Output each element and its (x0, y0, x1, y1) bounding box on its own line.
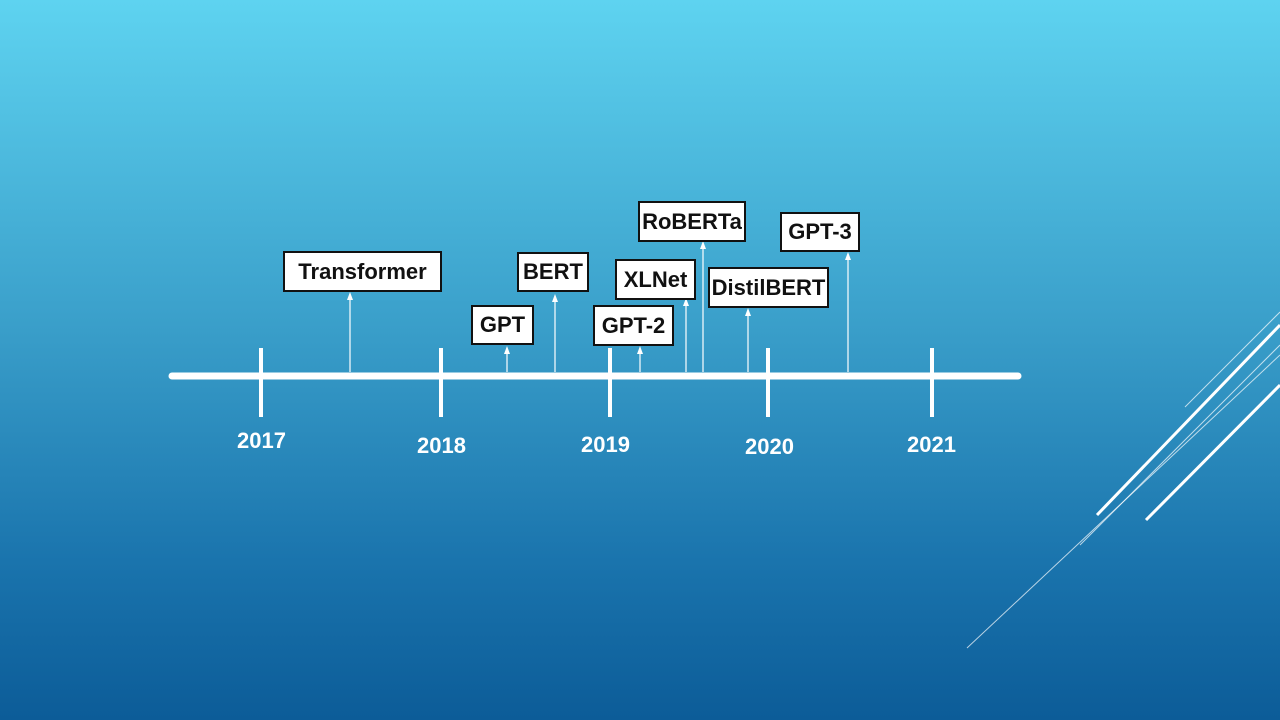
year-label-2018: 2018 (417, 433, 466, 458)
gpt-2-arrow (637, 346, 643, 372)
xlnet-arrow (683, 298, 689, 372)
gpt-3-arrow (845, 252, 851, 372)
year-label-2017: 2017 (237, 428, 286, 453)
decor-line (1144, 383, 1280, 522)
model-box-gpt-3: GPT-3 (780, 212, 860, 252)
model-box-xlnet: XLNet (615, 259, 696, 300)
model-box-gpt-2: GPT-2 (593, 305, 674, 346)
decor-line (1079, 344, 1280, 546)
model-box-distilbert: DistilBERT (708, 267, 829, 308)
year-label-2021: 2021 (907, 432, 956, 457)
bert-arrow (552, 294, 558, 372)
model-box-gpt: GPT (471, 305, 534, 345)
model-box-roberta: RoBERTa (638, 201, 746, 242)
transformer-arrow (347, 292, 353, 372)
decor-line (1095, 323, 1280, 517)
year-label-2019: 2019 (581, 432, 630, 457)
distilbert-arrow (745, 308, 751, 372)
year-label-2020: 2020 (745, 434, 794, 459)
decorative-diagonal-lines (966, 311, 1280, 649)
decor-line (1184, 311, 1280, 408)
model-box-bert: BERT (517, 252, 589, 292)
gpt-arrow (504, 346, 510, 372)
roberta-arrow (700, 241, 706, 372)
model-box-transformer: Transformer (283, 251, 442, 292)
model-arrows (347, 241, 851, 372)
decor-line (966, 354, 1280, 649)
